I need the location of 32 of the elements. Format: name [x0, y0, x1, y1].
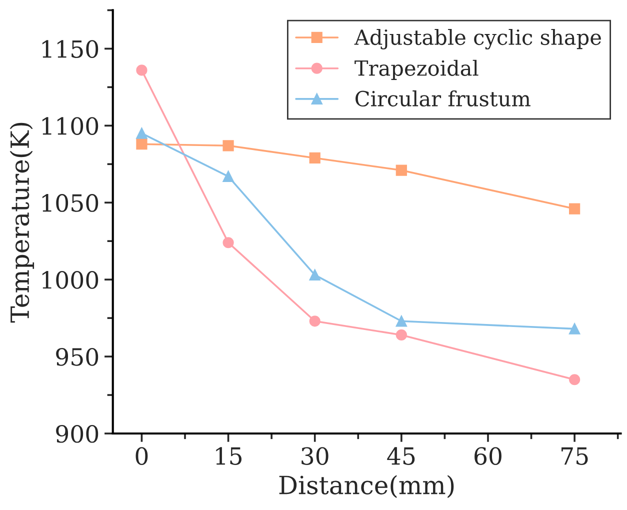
x-axis-title: Distance(mm) — [279, 475, 454, 498]
legend-label: Trapezoidal — [354, 60, 478, 80]
point — [569, 323, 580, 334]
point — [396, 329, 407, 341]
x-tick-label: 75 — [562, 447, 588, 465]
y-tick-label: 1100 — [42, 117, 98, 135]
point — [309, 316, 320, 327]
legend-label: Adjustable cyclic shape — [354, 28, 601, 50]
point — [569, 203, 580, 214]
point — [309, 269, 320, 281]
x-tick-label: 60 — [474, 447, 502, 465]
y-axis-title: Temperature(K) — [10, 122, 34, 323]
point — [569, 374, 580, 386]
point — [222, 170, 234, 182]
y-tick-label: 900 — [56, 424, 98, 443]
point — [222, 237, 234, 248]
x-tick-label: 30 — [302, 447, 328, 465]
point — [396, 164, 407, 176]
point — [309, 152, 320, 164]
x-tick-label: 45 — [387, 447, 415, 465]
y-tick-label: 1150 — [42, 40, 98, 58]
y-tick-label: 1050 — [42, 194, 98, 212]
x-tick-label: 15 — [216, 447, 242, 465]
point — [136, 64, 148, 76]
x-tick-label: 0 — [136, 447, 148, 465]
point — [136, 138, 148, 150]
legend-label: Circular frustum — [356, 90, 530, 107]
point — [222, 140, 234, 152]
point — [396, 316, 407, 327]
y-tick-label: 950 — [56, 348, 98, 366]
y-tick-label: 1000 — [42, 271, 98, 289]
point — [136, 128, 148, 139]
